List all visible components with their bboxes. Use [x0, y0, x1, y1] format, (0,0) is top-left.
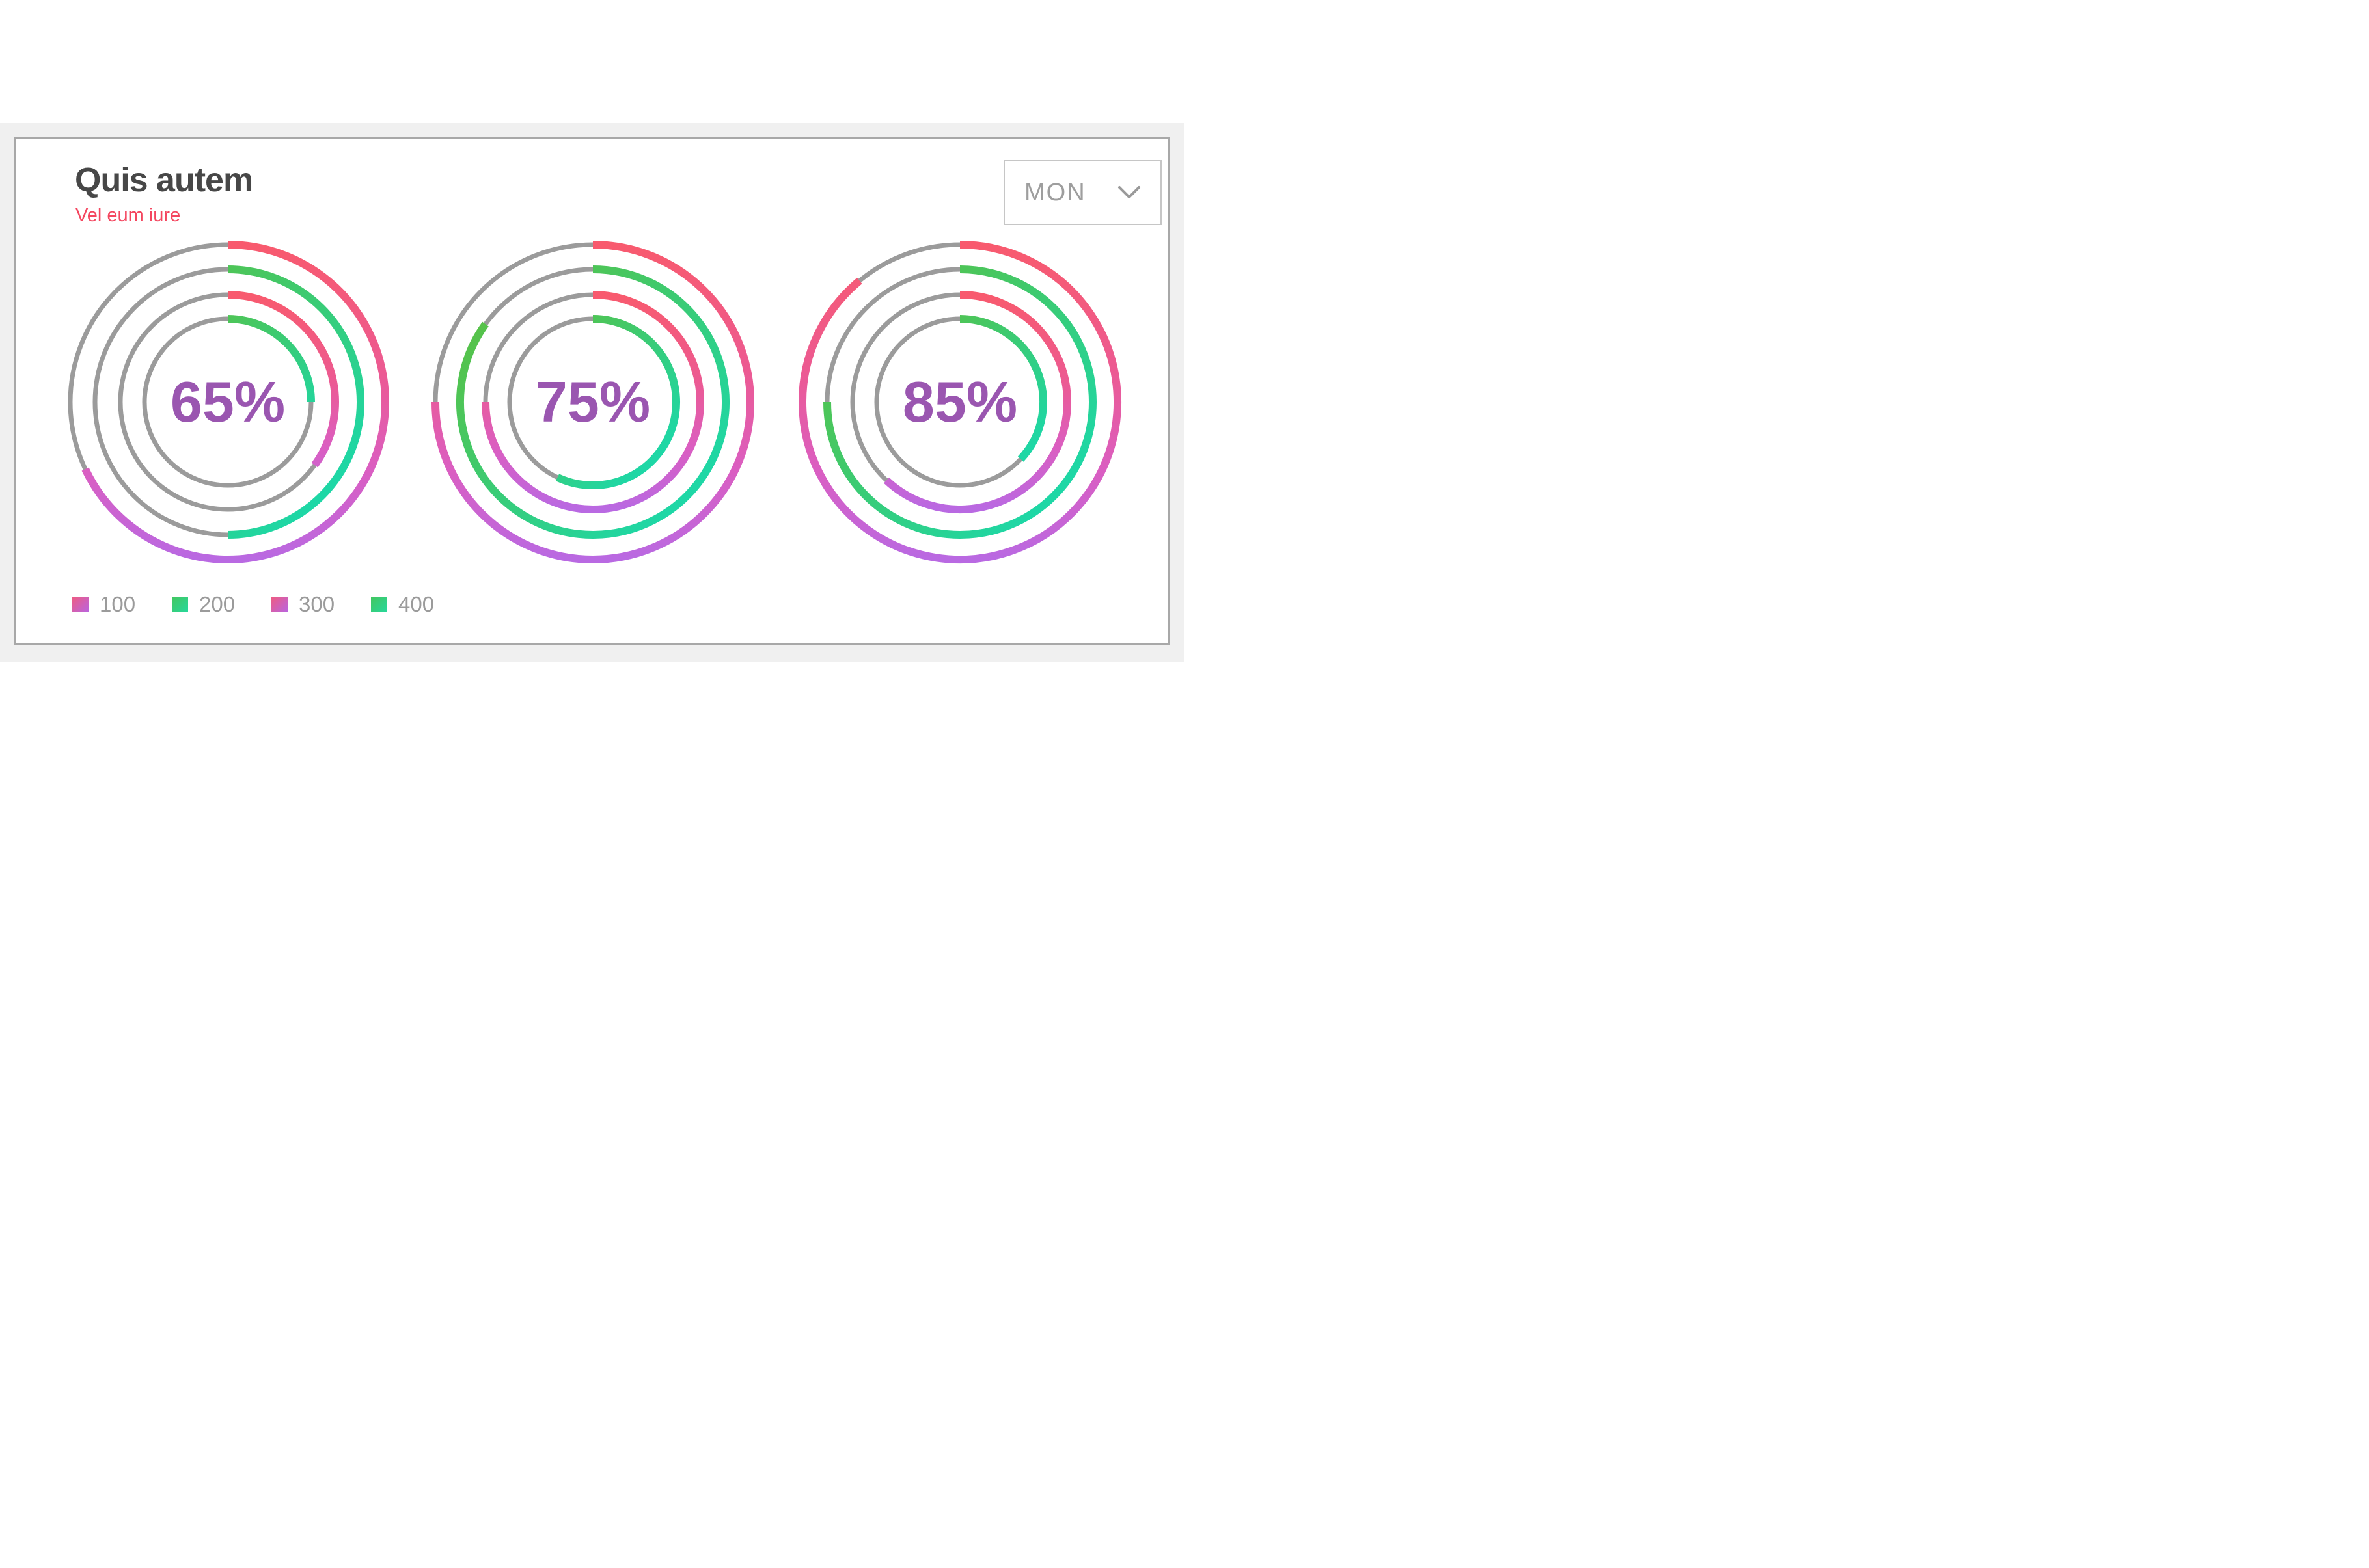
ring-progress-arc [823, 265, 1097, 539]
chart-percent-label: 75% [535, 370, 651, 434]
legend-label: 400 [398, 592, 435, 616]
ring-chart-1-svg [68, 241, 389, 563]
legend-label: 100 [100, 592, 136, 616]
ring-chart-3: 85% [797, 239, 1123, 565]
ring-progress-arc [555, 315, 680, 489]
ring-progress-arc [456, 265, 730, 539]
ring-chart-1: 65% [65, 239, 390, 565]
page-title: Quis autem [75, 161, 253, 199]
ring-progress-arc [227, 265, 364, 539]
legend-item: 400 [371, 592, 471, 617]
ring-progress-arc [81, 241, 389, 563]
legend-swatch [271, 597, 288, 612]
ring-progress-arc [883, 291, 1071, 513]
legend-swatch [72, 597, 89, 612]
legend-item: 100 [72, 592, 172, 617]
period-dropdown[interactable]: MON [1004, 160, 1162, 225]
page-subtitle: Vel eum iure [75, 205, 181, 226]
dashboard-card: Quis autem Vel eum iure MON 65% 75% 85% … [14, 137, 1170, 645]
legend-swatch [371, 597, 387, 612]
legend-swatch [172, 597, 188, 612]
chevron-down-icon [1118, 186, 1140, 198]
ring-progress-arc [431, 241, 754, 563]
ring-progress-arc [482, 291, 704, 513]
ring-progress-arc [227, 315, 315, 403]
ring-progress-arc [959, 315, 1047, 462]
ring-progress-arc [799, 241, 1121, 563]
legend-item: 200 [172, 592, 271, 617]
period-dropdown-value: MON [1024, 178, 1086, 206]
legend-label: 300 [299, 592, 335, 616]
chart-percent-label: 85% [902, 370, 1018, 434]
ring-chart-2: 75% [430, 239, 756, 565]
chart-percent-label: 65% [170, 370, 286, 434]
ring-chart-3-svg [799, 241, 1121, 563]
ring-chart-2-svg [431, 241, 754, 563]
legend-label: 200 [199, 592, 236, 616]
ring-progress-arc [227, 291, 339, 468]
legend-item: 300 [271, 592, 371, 617]
chart-legend: 100 200 300 400 [72, 592, 471, 617]
